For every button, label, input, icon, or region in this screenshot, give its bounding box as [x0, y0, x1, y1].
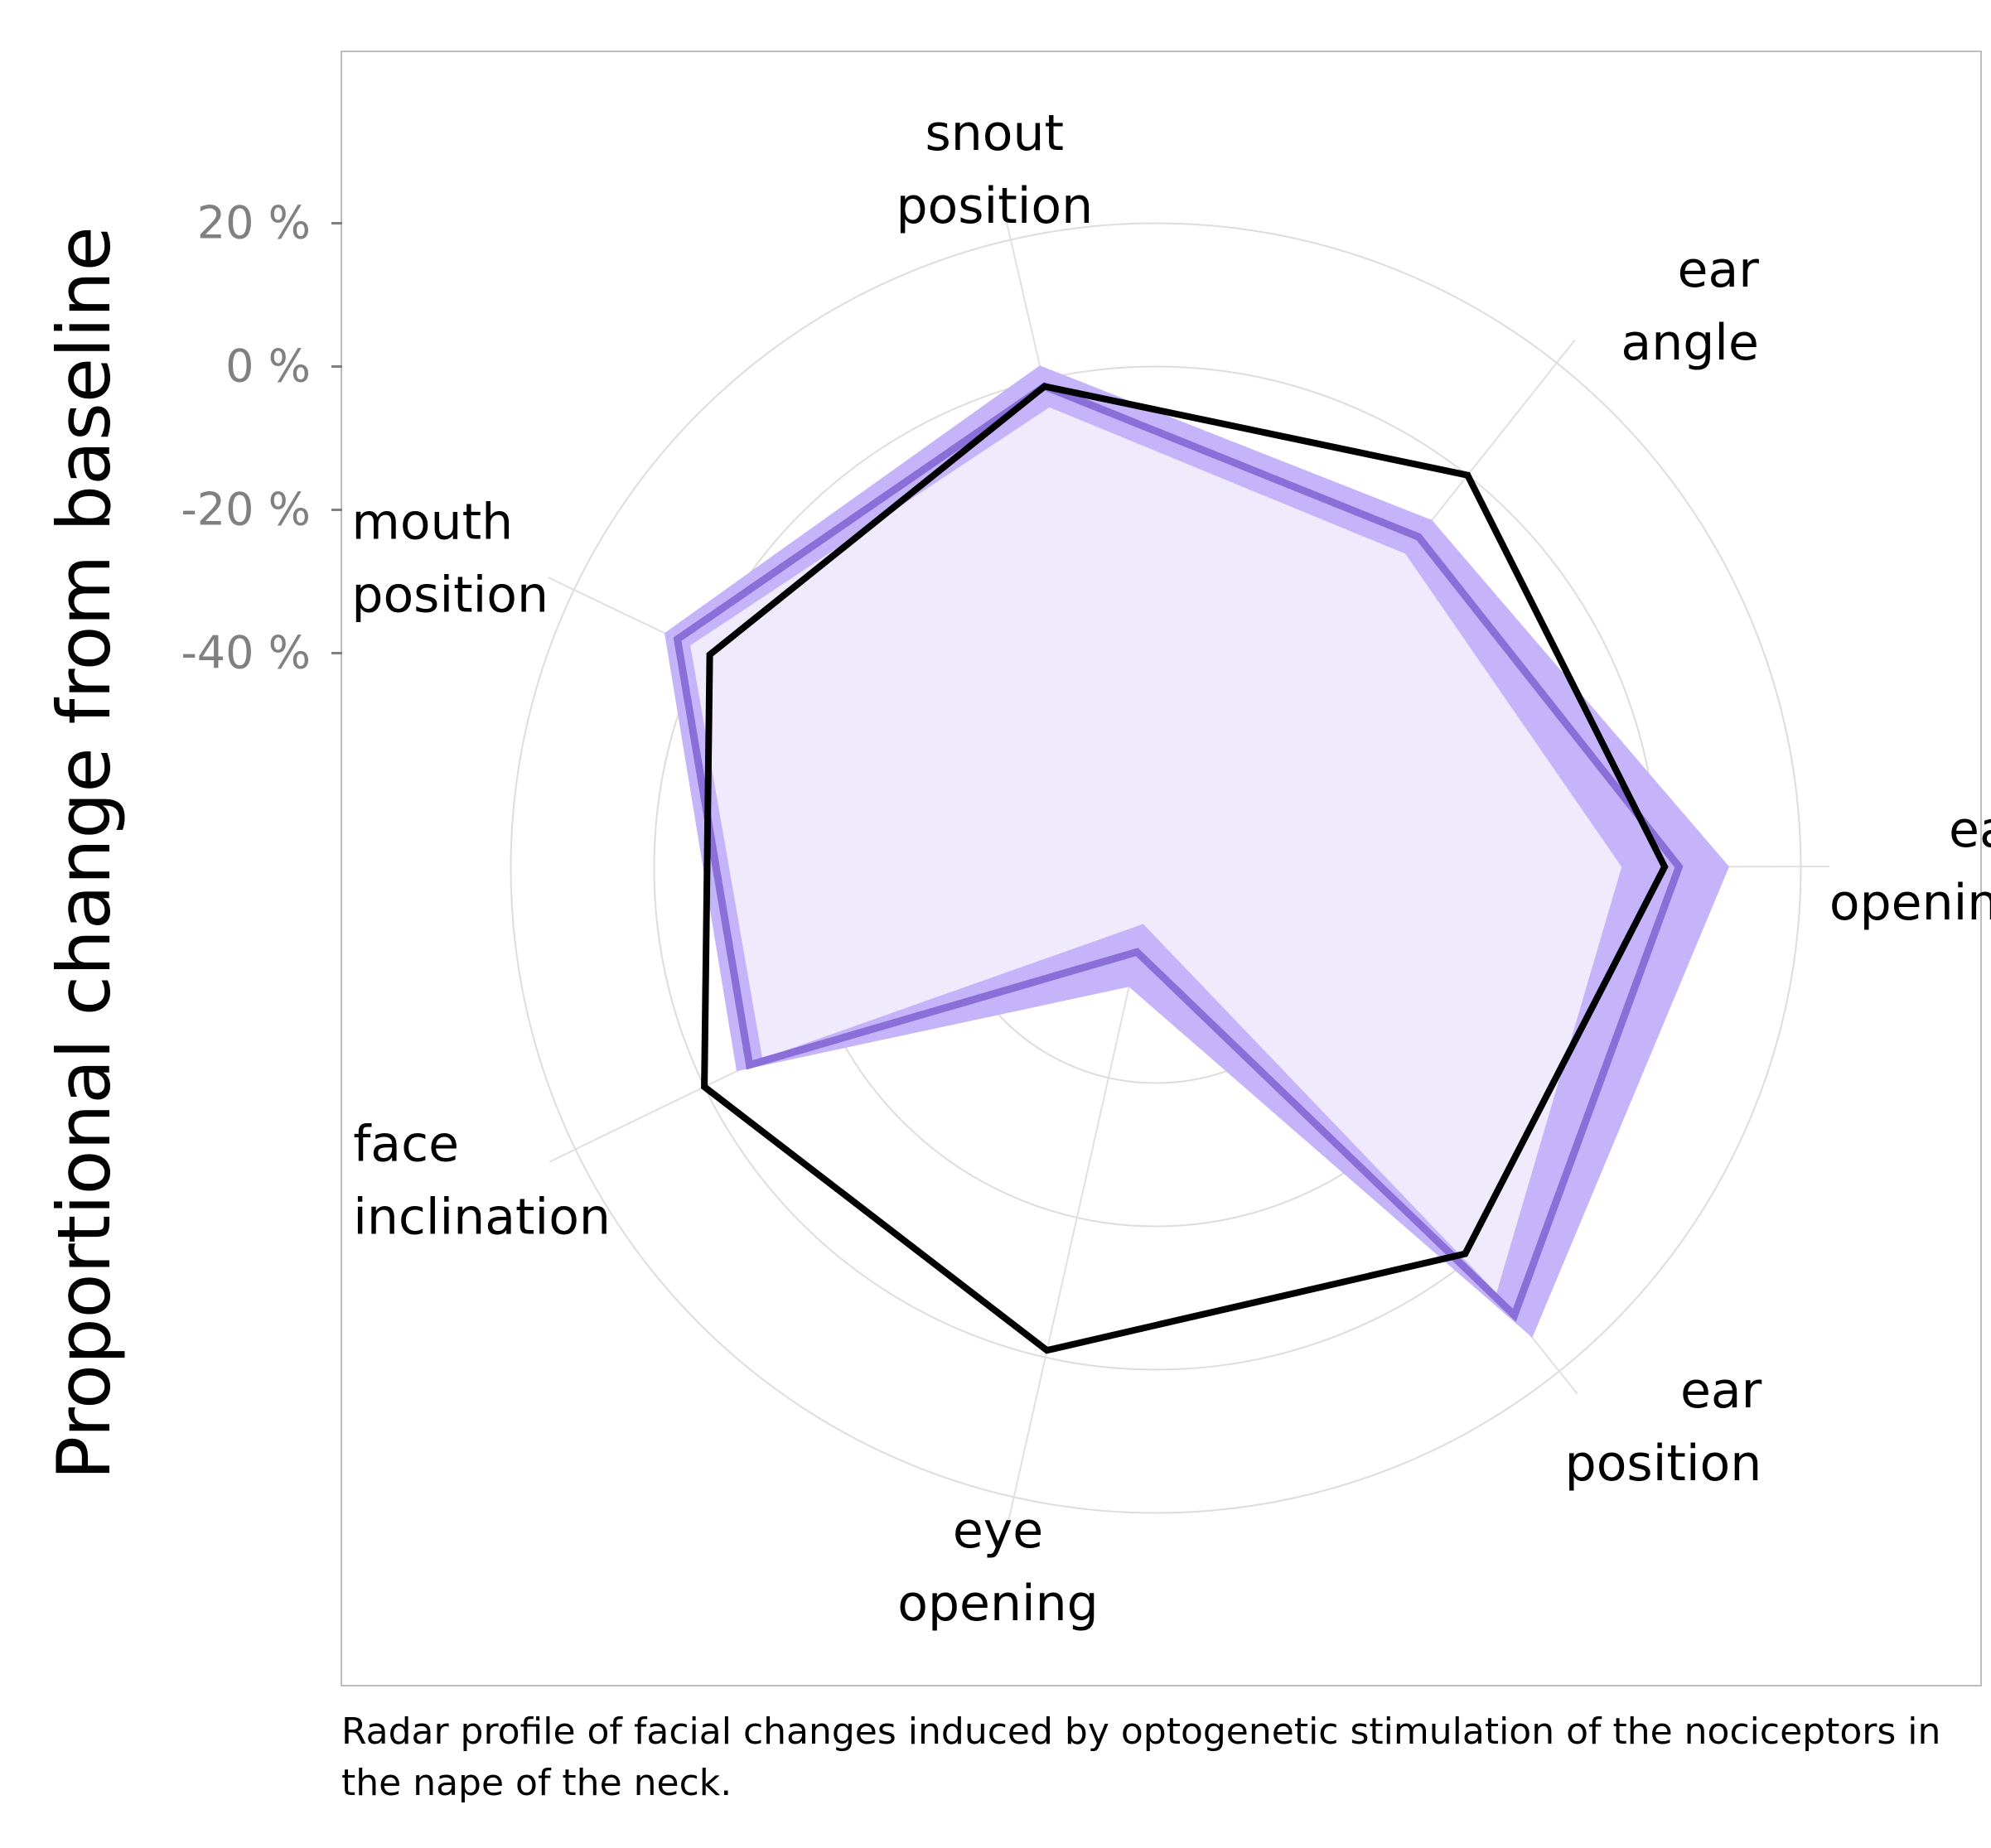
category-label-line: ear	[1949, 801, 1991, 859]
category-label: ear opening	[1829, 801, 1991, 932]
baseline-line	[701, 383, 1669, 1354]
grid-circle	[510, 222, 1802, 1514]
plot-panel-border	[341, 51, 1982, 1686]
category-labels: snout position ear angle ear opening ear positi…	[351, 104, 1991, 1633]
category-label: eye opening	[897, 1502, 1099, 1633]
radial-tick-label: 20 %	[197, 197, 311, 249]
category-label: face inclination	[353, 1115, 611, 1246]
category-label-line: ear	[1680, 1362, 1762, 1420]
category-label-line: position	[351, 567, 548, 625]
radial-tick-label: 0 %	[225, 340, 311, 393]
category-label-line: opening	[1829, 874, 1991, 932]
category-label-line: opening	[897, 1575, 1099, 1633]
category-label: ear position	[1565, 1362, 1762, 1493]
figure-caption: Radar profile of facial changes induced …	[341, 1710, 1941, 1804]
stimulation-band	[664, 365, 1729, 1338]
category-label-line: snout	[925, 104, 1065, 162]
category-label-line: inclination	[353, 1188, 611, 1246]
radial-tick-label: -20 %	[181, 484, 311, 536]
category-label-line: ear	[1678, 241, 1760, 299]
stimulation-line	[673, 382, 1684, 1322]
y-axis-title: Proportional change from baseline	[41, 226, 127, 1480]
category-label-line: face	[353, 1115, 459, 1173]
category-label-line: position	[1565, 1435, 1762, 1493]
stimulation-area	[677, 386, 1679, 1315]
radial-tick-label: -40 %	[181, 627, 311, 679]
category-label: ear angle	[1621, 241, 1759, 372]
series-layer	[664, 365, 1729, 1354]
radial-axis: 20 % 0 % -20 % -40 %	[181, 197, 342, 679]
category-label-line: angle	[1621, 314, 1758, 372]
category-label: snout position	[896, 104, 1093, 235]
category-label-line: mouth	[351, 494, 513, 552]
category-label: mouth position	[351, 494, 548, 625]
category-label-line: position	[896, 177, 1093, 235]
category-label-line: eye	[953, 1502, 1043, 1560]
